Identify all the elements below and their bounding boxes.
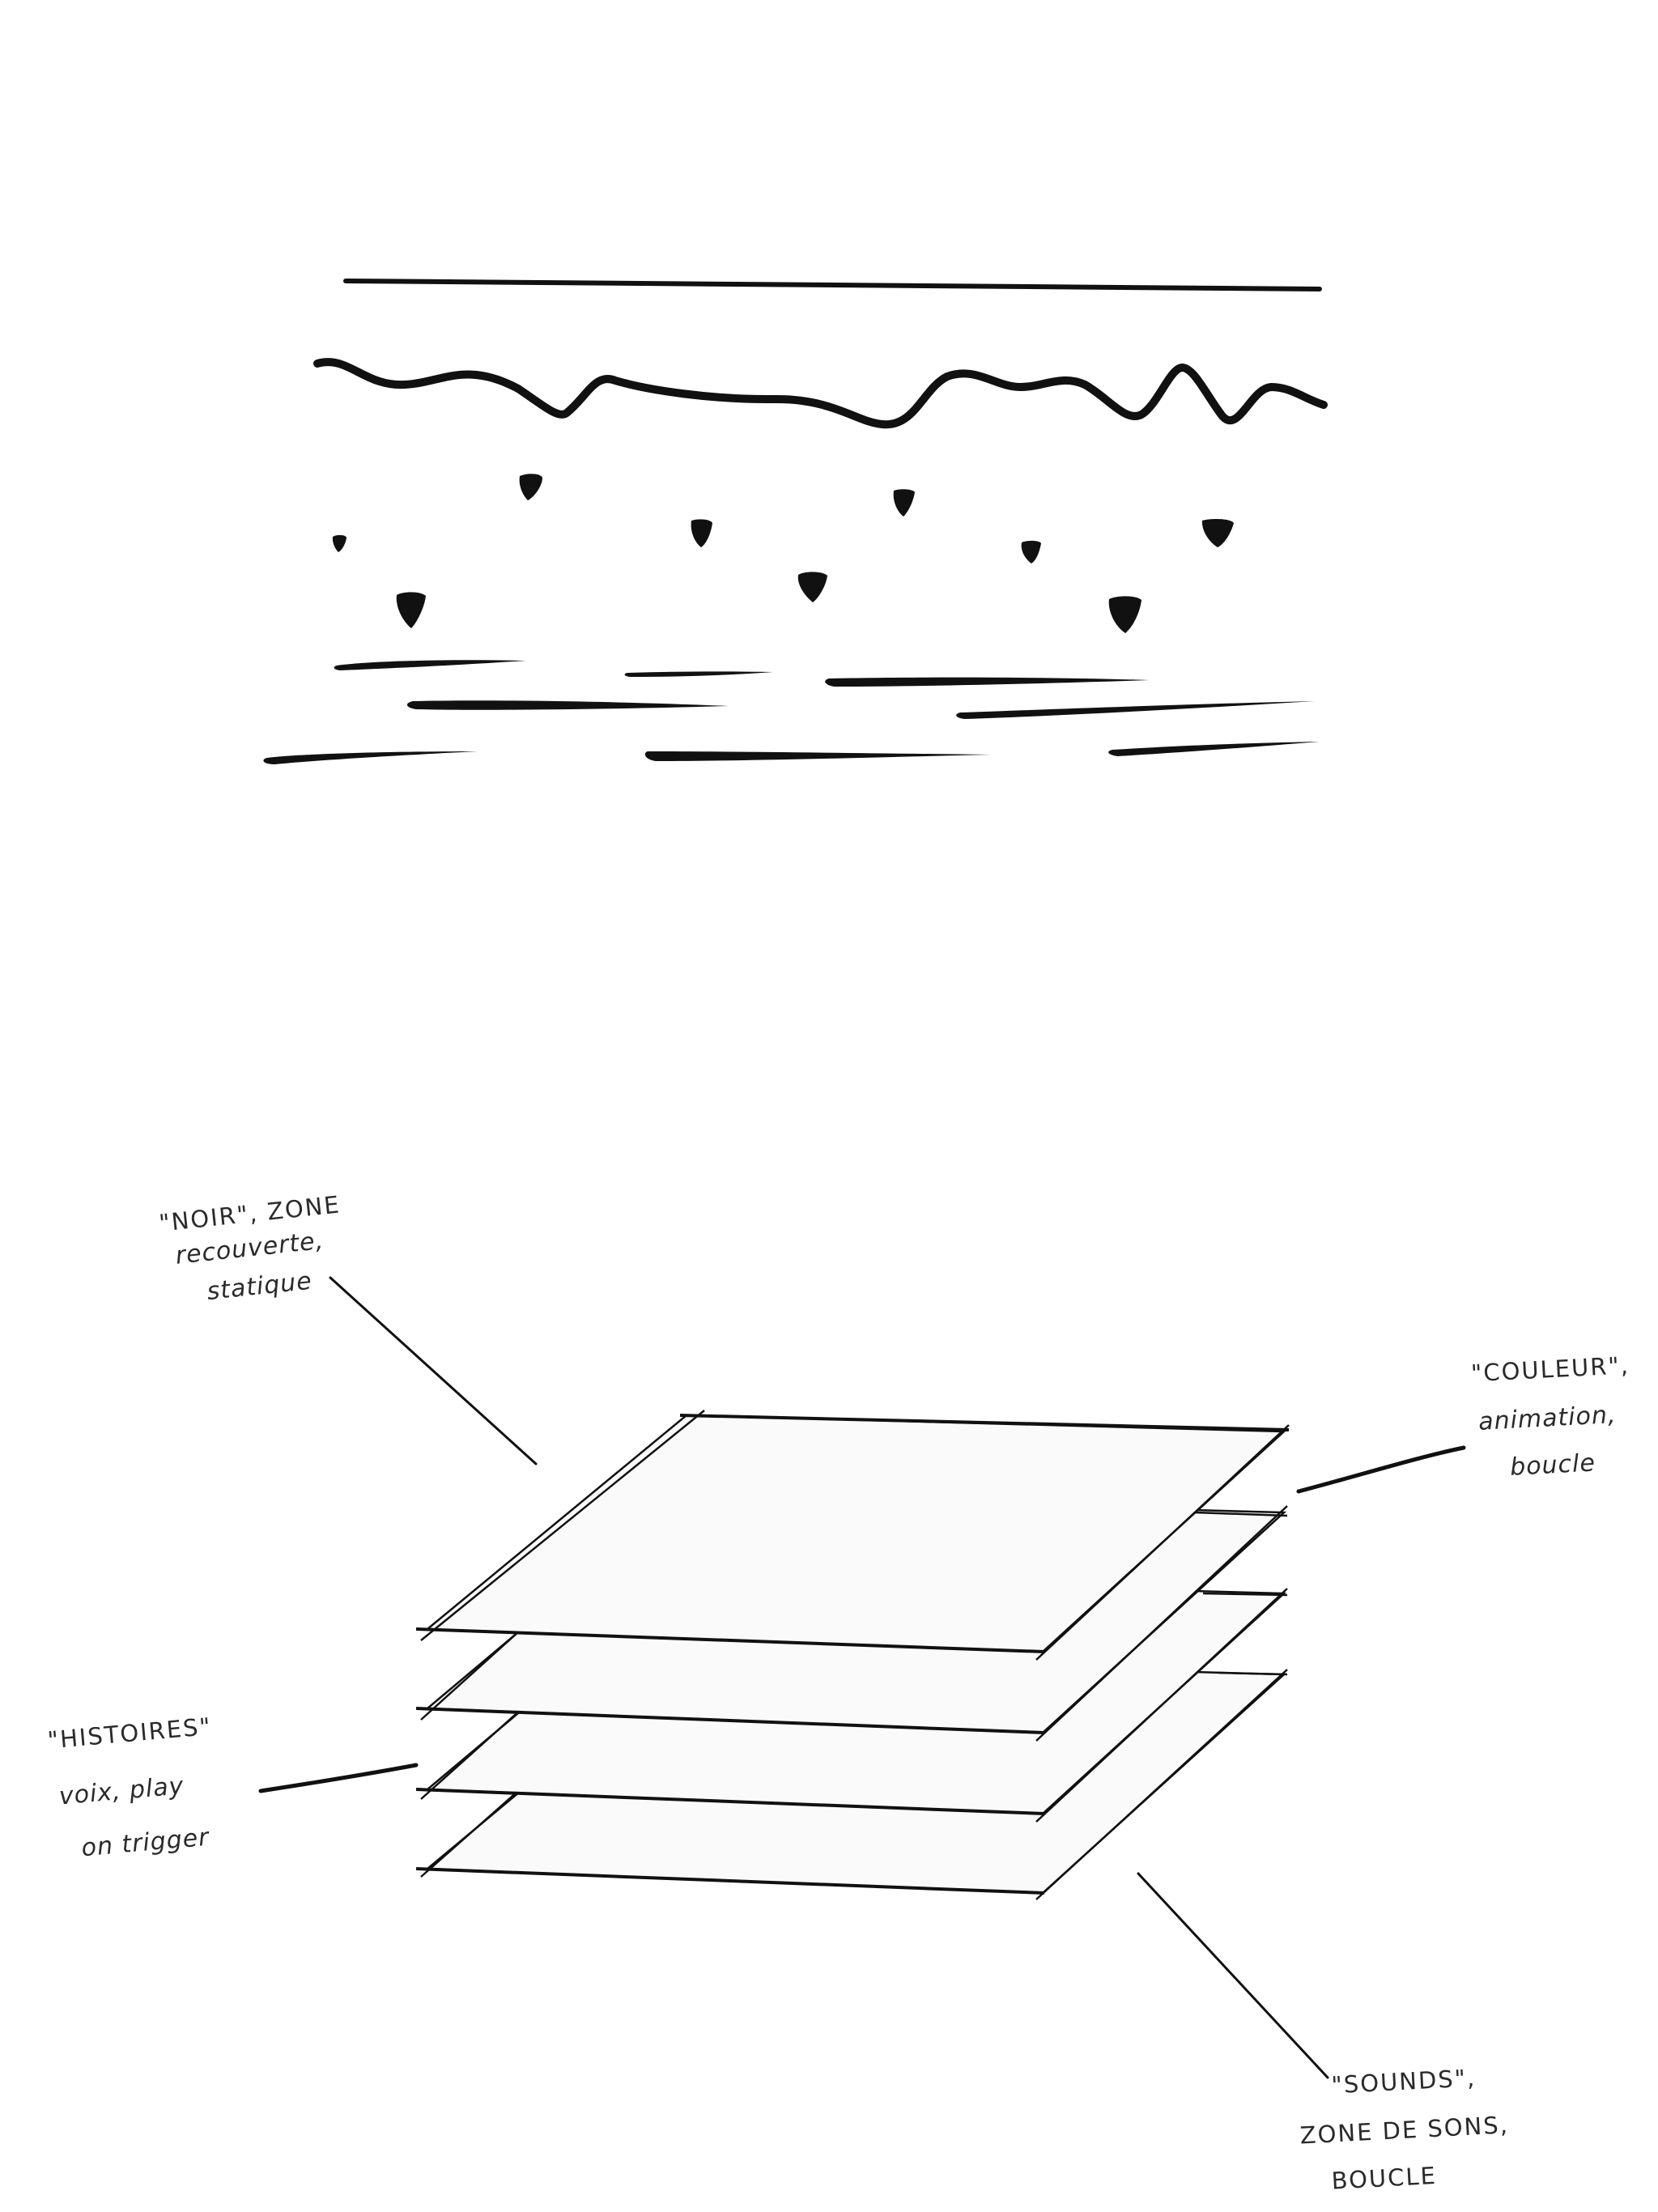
layer-edge [420, 1410, 705, 1641]
label-histoires: "HISTOIRES" voix, play on trigger [46, 1712, 213, 1863]
dash [624, 671, 773, 677]
drop [893, 489, 915, 517]
dash [334, 660, 526, 670]
leader-sounds [1137, 1872, 1329, 2079]
layer-edge [679, 1414, 1290, 1431]
layer-edge [415, 1627, 1045, 1653]
label-histoires-line1: "HISTOIRES" [46, 1712, 213, 1755]
leader-lines [258, 1276, 1466, 2079]
dash [956, 701, 1315, 719]
drop [1021, 540, 1041, 564]
dash [825, 677, 1150, 687]
label-noir: "NOIR", ZONE recouverte, statique [158, 1190, 342, 1306]
label-sounds-line1: "SOUNDS", [1331, 2064, 1477, 2099]
dash [644, 751, 991, 761]
dash [406, 700, 729, 710]
label-couleur-line1: "COULEUR", [1470, 1351, 1630, 1387]
layer-noir [415, 1410, 1290, 1661]
leader-couleur [1296, 1445, 1466, 1494]
layer-edge [1035, 1505, 1288, 1742]
drop [332, 534, 346, 552]
layer-edge [1035, 1588, 1288, 1823]
wavy-line [313, 358, 1328, 429]
drop [1108, 596, 1141, 633]
layer-edge [1218, 1671, 1288, 1676]
label-couleur: "COULEUR", animation, boucle [1470, 1351, 1630, 1482]
layer-edge [415, 1788, 1045, 1815]
layer-edge [1194, 1511, 1288, 1517]
layer-edge [1035, 1669, 1288, 1900]
layer-edge [1202, 1592, 1288, 1597]
drop [1201, 519, 1234, 547]
label-sounds-line2: ZONE DE SONS, [1299, 2111, 1510, 2149]
label-histoires-line2: voix, play [58, 1772, 185, 1810]
drop [691, 519, 712, 547]
drop [519, 474, 542, 500]
label-sounds-line3: BOUCLE [1331, 2162, 1438, 2195]
drop [396, 592, 426, 628]
drops [332, 474, 1234, 633]
layer-edge [1035, 1424, 1290, 1661]
label-sounds: "SOUNDS", ZONE DE SONS, BOUCLE [1299, 2064, 1510, 2195]
label-noir-line3: statique [206, 1267, 313, 1306]
top-sketch [263, 279, 1328, 764]
dash [263, 751, 478, 764]
label-couleur-line3: boucle [1509, 1448, 1596, 1481]
leader-histoires [258, 1763, 419, 1793]
label-histoires-line3: on trigger [80, 1823, 210, 1863]
label-couleur-line2: animation, [1477, 1401, 1617, 1436]
leader-noir [329, 1276, 538, 1465]
dash [1108, 742, 1320, 756]
drop [797, 572, 827, 602]
layer-edge [415, 1707, 1045, 1734]
dashes [263, 660, 1320, 764]
layer-edge [415, 1867, 1045, 1895]
horizon-line [343, 279, 1322, 291]
layer-stack [415, 1410, 1290, 1900]
